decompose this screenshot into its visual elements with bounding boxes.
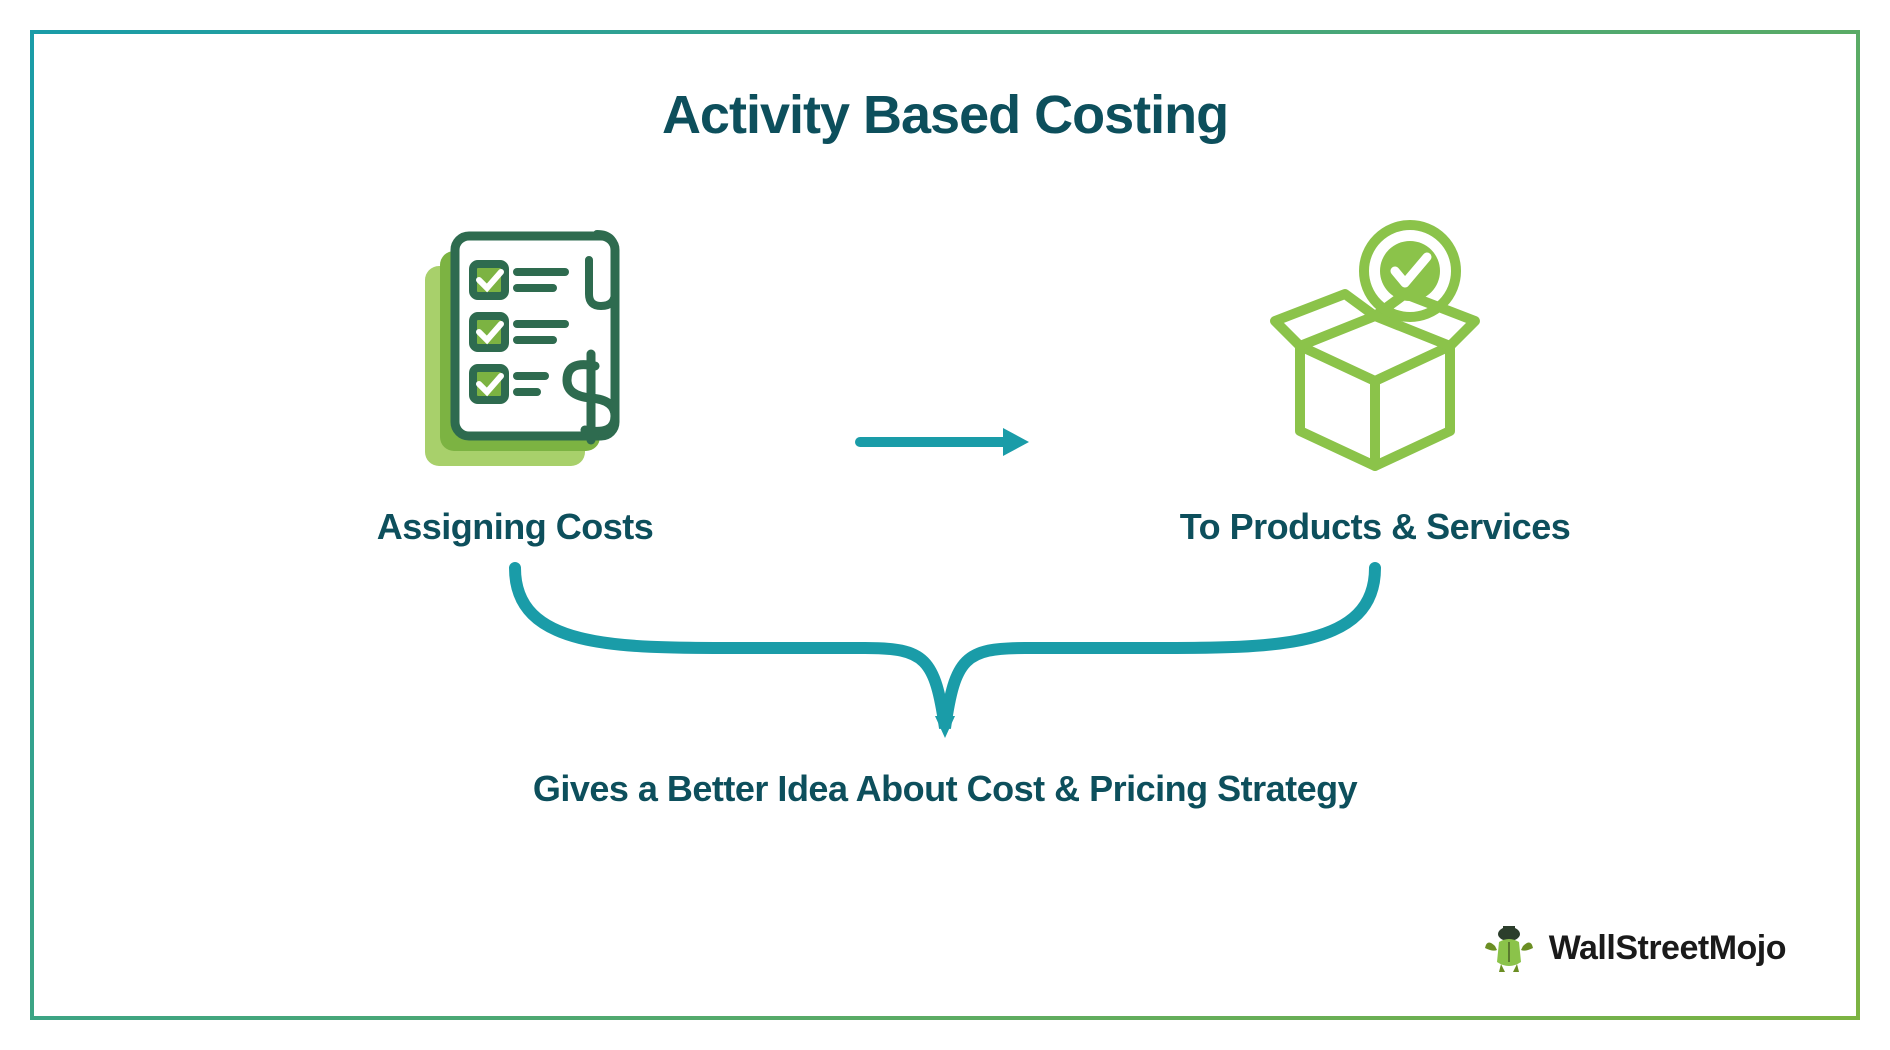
checklist-icon: [385, 216, 645, 476]
logo-text: WallStreetMojo: [1549, 929, 1786, 968]
diagram-title: Activity Based Costing: [34, 84, 1856, 146]
right-node-label: To Products & Services: [1180, 506, 1570, 548]
arrow-icon: [855, 422, 1035, 462]
logo-icon: [1481, 920, 1537, 976]
curly-bracket-icon: [435, 558, 1455, 748]
bottom-label: Gives a Better Idea About Cost & Pricing…: [34, 768, 1856, 810]
right-node: To Products & Services: [1175, 216, 1575, 548]
logo: WallStreetMojo: [1481, 920, 1786, 976]
bracket-wrap: [34, 558, 1856, 748]
diagram-frame: Activity Based Costing: [30, 30, 1860, 1020]
left-node-label: Assigning Costs: [377, 506, 654, 548]
top-row: Assigning Costs: [34, 216, 1856, 548]
left-node: Assigning Costs: [315, 216, 715, 548]
box-check-icon: [1245, 216, 1505, 476]
